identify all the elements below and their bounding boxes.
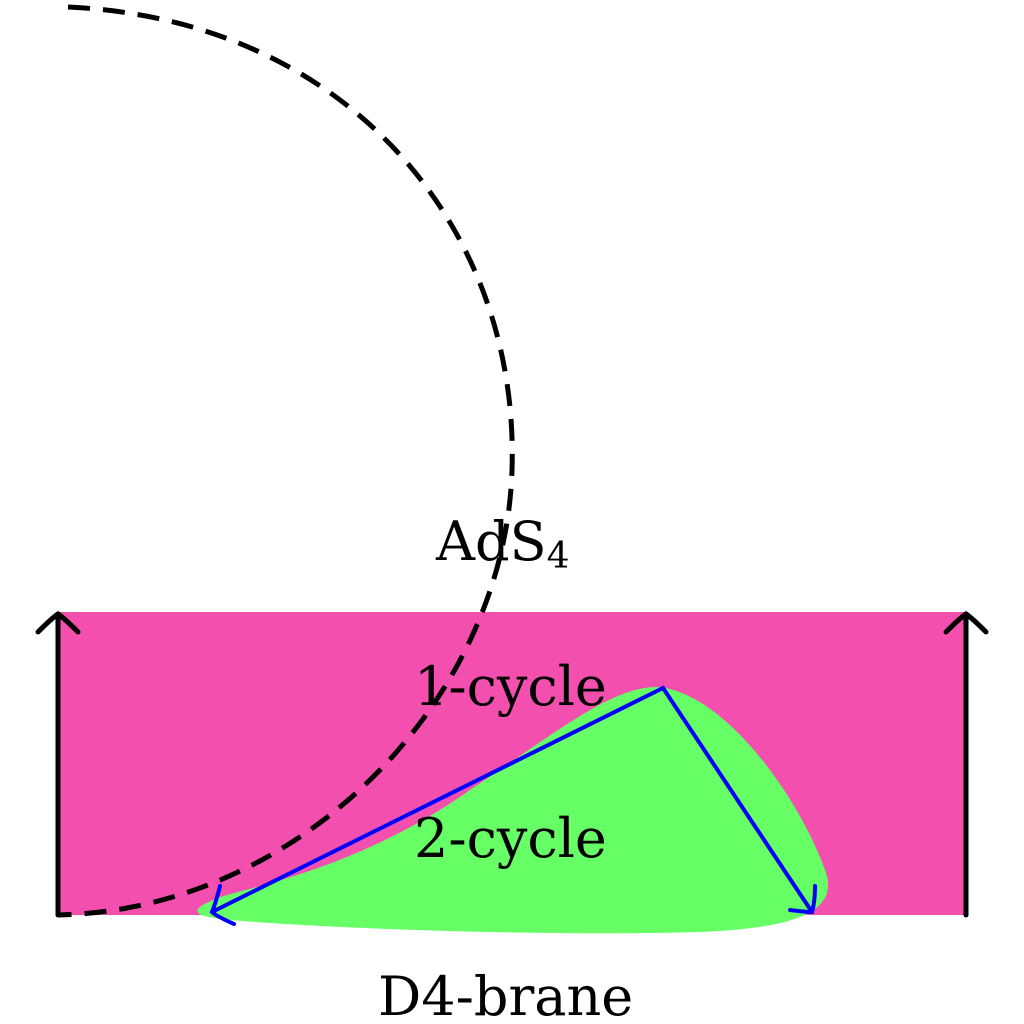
brane-label: D4-brane (378, 965, 633, 1024)
dashed-arc (57, 4, 515, 918)
left-arrow (35, 610, 81, 918)
blue-arrow-left (209, 686, 665, 926)
one-cycle-label: 1-cycle (414, 655, 607, 718)
green-surface (197, 687, 829, 934)
two-cycle-label: 2-cycle (414, 807, 607, 870)
ads-label: AdS4 (435, 510, 569, 577)
right-arrow (943, 610, 989, 918)
blue-arrow-right (661, 686, 817, 915)
